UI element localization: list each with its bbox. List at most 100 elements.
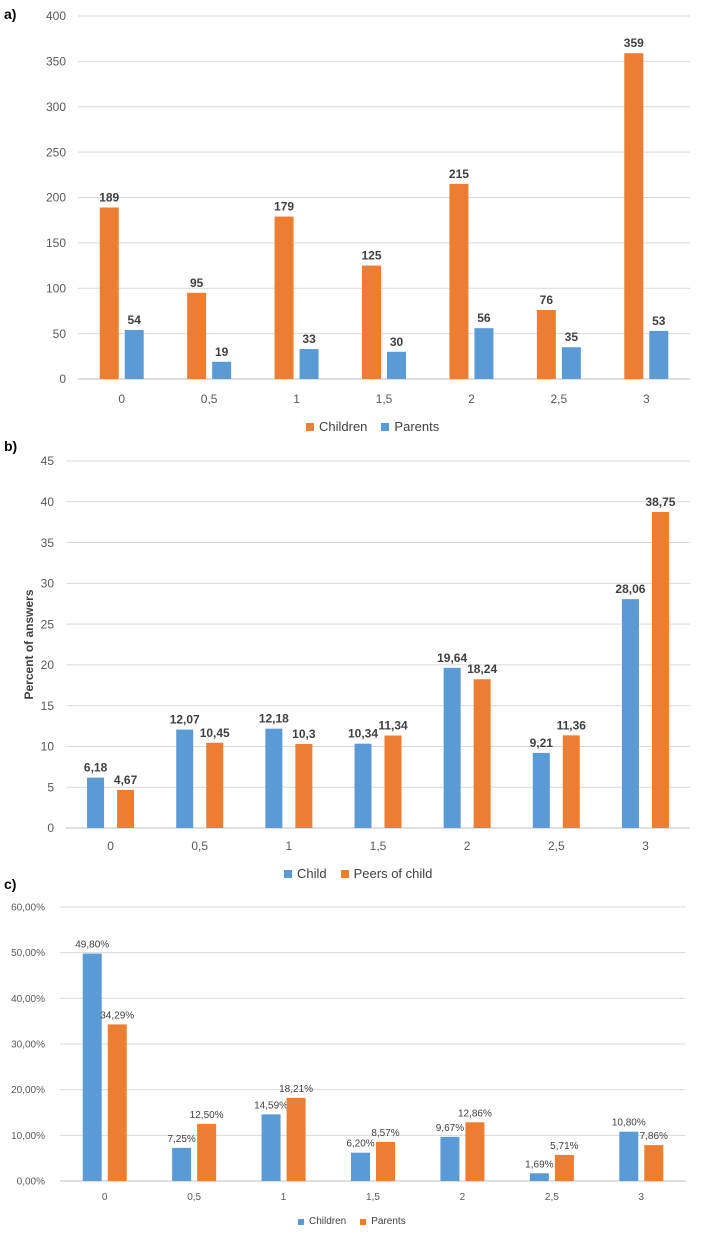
bar — [465, 1122, 485, 1181]
legend-swatch — [298, 1218, 304, 1225]
data-label: 53 — [652, 314, 666, 328]
y-tick-label: 0 — [47, 821, 54, 835]
legend-swatch — [381, 422, 390, 431]
legend-swatch — [306, 422, 314, 431]
data-label: 49,80% — [75, 940, 109, 951]
data-label: 11,36 — [557, 718, 587, 732]
y-tick-label: 10 — [41, 740, 55, 754]
panel-label-b: b) — [4, 438, 18, 454]
data-label: 215 — [449, 167, 469, 181]
data-label: 1,69% — [525, 1159, 553, 1170]
x-tick-label: 1,5 — [366, 1192, 380, 1203]
bar — [644, 1145, 664, 1181]
y-tick-label: 30 — [41, 577, 55, 591]
bar — [99, 207, 119, 379]
y-tick-label: 0,00% — [17, 1177, 45, 1188]
bar — [286, 1097, 306, 1181]
chart-c: 0,00% 10,00% 20,00% 30,00% 40,00% 50,00% 60,00… — [11, 903, 686, 1203]
data-label: 54 — [128, 313, 142, 327]
bar — [124, 329, 144, 379]
y-tick-label: 20,00% — [11, 1085, 45, 1096]
data-label: 8,57% — [371, 1128, 399, 1139]
x-tick-label: 3 — [643, 392, 650, 406]
legend-label: Child — [297, 866, 327, 881]
data-label: 12,18 — [259, 712, 289, 726]
legend-swatch — [360, 1218, 367, 1225]
x-tick-label: 0 — [118, 392, 125, 406]
x-tick-label: 0,5 — [201, 392, 218, 406]
data-label: 12,86% — [458, 1108, 492, 1119]
data-label: 19,64 — [437, 651, 467, 665]
x-tick-label: 0,5 — [191, 839, 208, 853]
y-tick-label: 25 — [41, 617, 55, 631]
data-label: 28,06 — [615, 582, 645, 596]
data-label: 18,21% — [279, 1084, 313, 1095]
bar — [82, 953, 102, 1181]
x-tick-label: 2 — [464, 839, 471, 853]
legend-label: Parents — [371, 1216, 406, 1227]
data-label: 5,71% — [550, 1141, 578, 1152]
y-tick-label: 5 — [47, 780, 54, 794]
panel-label-a: a) — [4, 6, 17, 22]
y-tick-label: 40 — [41, 495, 55, 509]
bar — [440, 1136, 460, 1181]
y-tick-label: 150 — [46, 236, 66, 250]
x-tick-label: 3 — [642, 839, 649, 853]
legend-swatch — [284, 869, 292, 878]
y-tick-label: 45 — [41, 454, 55, 468]
x-tick-label: 0,5 — [187, 1192, 201, 1203]
bar — [554, 1154, 574, 1181]
data-label: 35 — [565, 330, 579, 344]
legend-item: Children — [306, 419, 367, 434]
data-label: 189 — [99, 190, 119, 204]
bar — [295, 743, 313, 828]
x-tick-label: 2 — [468, 392, 475, 406]
y-tick-label: 300 — [46, 100, 66, 114]
y-tick-label: 35 — [41, 536, 55, 550]
bar — [197, 1123, 217, 1181]
bar — [117, 789, 135, 828]
x-tick-label: 1,5 — [376, 392, 393, 406]
data-label: 10,80% — [612, 1118, 646, 1129]
y-tick-label: 60,00% — [11, 903, 45, 914]
chart-a: 0 50 100 150 200 250 300 350 400 189 54 0 95 19 0,5 179… — [46, 9, 690, 406]
legend-c: Children Parents — [298, 1216, 406, 1227]
bar — [624, 53, 644, 380]
bar — [206, 742, 224, 828]
y-tick-label: 250 — [46, 145, 66, 159]
legend-label: Children — [319, 419, 368, 434]
bar — [649, 330, 669, 379]
y-tick-label: 10,00% — [11, 1131, 45, 1142]
legend-a: Children Parents — [306, 419, 439, 434]
legend-item: Parents — [381, 419, 439, 434]
bar — [107, 1024, 127, 1181]
x-tick-label: 1 — [286, 839, 293, 853]
x-tick-label: 2 — [460, 1192, 466, 1203]
data-label: 10,3 — [292, 727, 316, 741]
data-label: 9,67% — [436, 1123, 464, 1134]
bar — [621, 599, 639, 828]
legend-item: Peers of child — [340, 866, 432, 881]
legend-b: Child Peers of child — [284, 866, 432, 881]
x-tick-label: 3 — [639, 1192, 645, 1203]
data-label: 10,45 — [200, 726, 230, 740]
data-label: 18,24 — [467, 662, 497, 676]
data-label: 6,18 — [84, 761, 108, 775]
legend-swatch — [340, 869, 349, 878]
data-label: 95 — [190, 276, 204, 290]
bar — [362, 265, 381, 379]
bar — [354, 743, 372, 828]
legend-label: Parents — [394, 419, 440, 434]
y-tick-label: 0 — [59, 372, 66, 386]
bar — [384, 735, 402, 828]
data-label: 359 — [624, 36, 644, 50]
bar — [87, 777, 105, 828]
legend-item: Parents — [360, 1216, 406, 1227]
legend-label: Children — [309, 1216, 347, 1227]
bar — [187, 292, 207, 379]
y-tick-label: 15 — [41, 699, 55, 713]
legend-item: Child — [284, 866, 327, 881]
data-label: 4,67 — [114, 773, 138, 787]
y-axis-title: Percent of answers — [22, 589, 36, 699]
